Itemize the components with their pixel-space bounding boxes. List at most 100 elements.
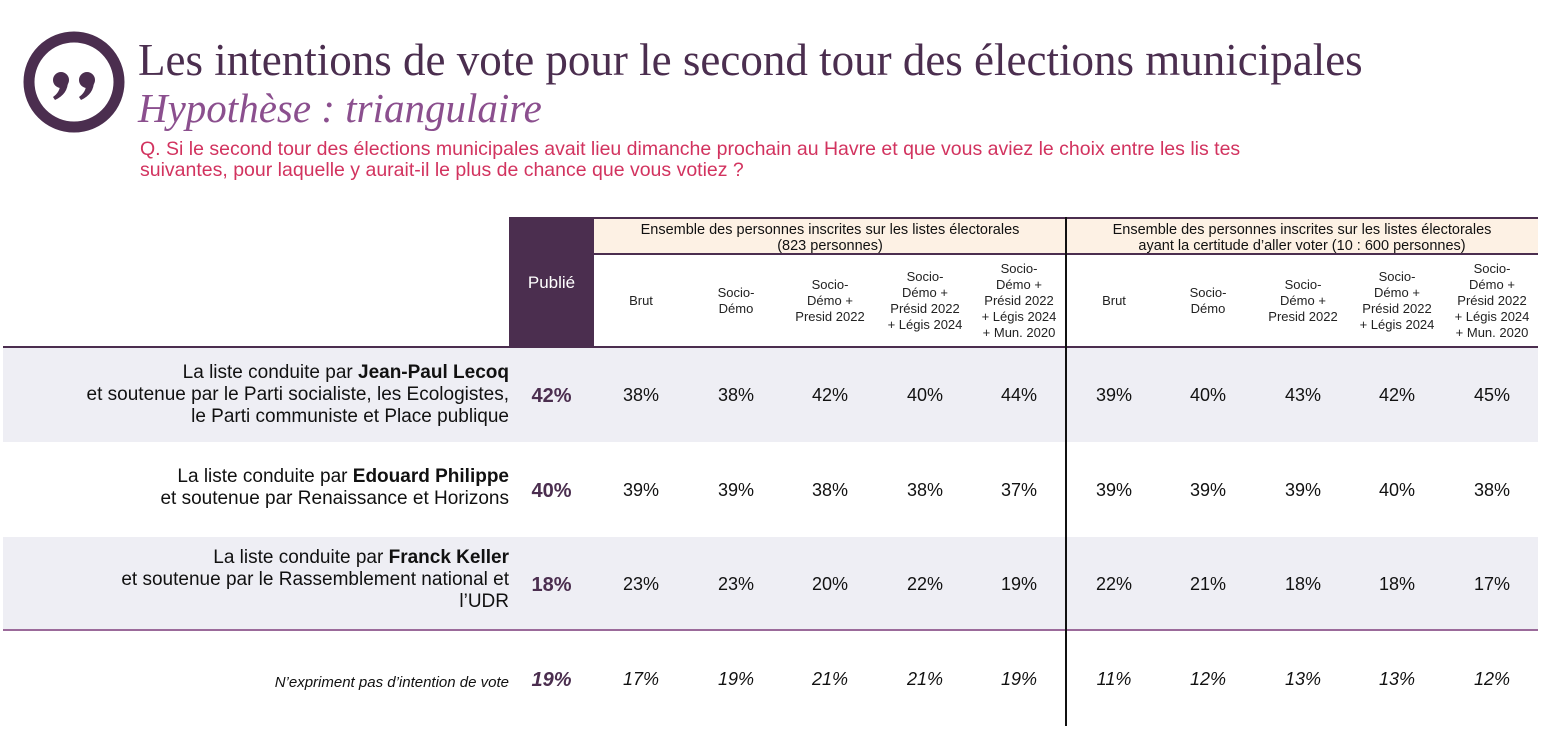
column-header-line: Socio- xyxy=(717,285,755,300)
value-cell: 40% xyxy=(1378,480,1416,500)
group-header-line: (823 personnes) xyxy=(777,238,883,254)
value-cell: 21% xyxy=(1189,574,1227,594)
column-header-text: Socio- Démo + Présid 2022 + Légis 2024 + Mun… xyxy=(982,261,1057,341)
value-cell: 17% xyxy=(622,669,660,689)
value-cell: 39% xyxy=(1095,385,1133,405)
column-header-line: Brut xyxy=(629,293,653,308)
value-cell: 22% xyxy=(906,574,944,594)
value-cell: 19% xyxy=(717,669,755,689)
value-cell: 45% xyxy=(1473,385,1511,405)
value-cell: 13% xyxy=(1378,669,1416,689)
header-divider xyxy=(3,346,1538,348)
value-cell: 38% xyxy=(906,480,944,500)
row-label: La liste conduite par Edouard Philippe et… xyxy=(160,466,509,510)
column-header-line: Socio- xyxy=(1189,285,1227,300)
column-header-line: Démo + xyxy=(996,277,1042,292)
column-header-line: Démo + xyxy=(902,285,948,300)
row-separator xyxy=(3,629,1538,631)
value-cell: 23% xyxy=(622,574,660,594)
value-cell: 39% xyxy=(1095,480,1133,500)
value-cell: 21% xyxy=(906,669,944,689)
question-line: suivantes, pour laquelle y aurait-il le … xyxy=(140,159,744,181)
column-header-line: + Légis 2024 xyxy=(1359,317,1435,332)
column-header-line: + Mun. 2020 xyxy=(982,325,1056,340)
published-value: 19% xyxy=(531,669,572,691)
column-header: Socio- Démo + Presid 2022 xyxy=(783,255,877,347)
group-header-line: Ensemble des personnes inscrites sur les… xyxy=(640,222,1020,238)
group-header-certain-voters: Ensemble des personnes inscrites sur les… xyxy=(1066,217,1538,255)
value-cell: 17% xyxy=(1473,574,1511,594)
column-header-line: Socio- xyxy=(1378,269,1416,284)
value-cell: 23% xyxy=(717,574,755,594)
value-cell: 43% xyxy=(1284,385,1322,405)
page-subtitle: Hypothèse : triangulaire xyxy=(138,85,542,131)
quote-icon xyxy=(23,31,125,133)
column-header: Socio- Démo + Présid 2022 + Légis 2024 xyxy=(878,255,972,347)
published-value: 40% xyxy=(531,480,572,502)
column-header-text: Brut xyxy=(629,293,653,309)
column-header-text: Socio- Démo + Presid 2022 xyxy=(795,277,864,325)
candidate-name: Edouard Philippe xyxy=(352,466,509,487)
value-cell: 18% xyxy=(1378,574,1416,594)
column-header-text: Socio- Démo + Présid 2022 + Légis 2024 + Mun… xyxy=(1455,261,1530,341)
published-column-header: Publié xyxy=(509,217,594,348)
column-header-line: Socio- xyxy=(906,269,944,284)
column-header-text: Socio- Démo + Présid 2022 + Légis 2024 xyxy=(1360,269,1435,333)
row-label: La liste conduite par Franck Keller et so… xyxy=(121,547,509,613)
column-header-line: + Mun. 2020 xyxy=(1455,325,1529,340)
candidate-name: Franck Keller xyxy=(388,547,509,568)
value-cell: 38% xyxy=(622,385,660,405)
value-cell: 39% xyxy=(1189,480,1227,500)
column-header-line: + Légis 2024 xyxy=(887,317,963,332)
column-header: Socio- Démo + Présid 2022 + Légis 2024 xyxy=(1350,255,1444,347)
column-header: Brut xyxy=(594,255,688,347)
column-header: Socio- Démo + Présid 2022 + Légis 2024 + Mun… xyxy=(1445,255,1539,347)
page-title: Les intentions de vote pour le second to… xyxy=(138,35,1363,85)
column-header-line: Présid 2022 xyxy=(890,301,960,316)
value-cell: 19% xyxy=(1000,669,1038,689)
group-header-line: Ensemble des personnes inscrites sur les… xyxy=(1112,222,1492,238)
column-header-line: Présid 2022 xyxy=(1457,293,1527,308)
column-header-line: Presid 2022 xyxy=(1268,309,1338,324)
column-header: Socio- Démo + Presid 2022 xyxy=(1256,255,1350,347)
column-header-line: Démo + xyxy=(1374,285,1420,300)
value-cell: 19% xyxy=(1000,574,1038,594)
column-header: Socio- Démo + Présid 2022 + Légis 2024 + Mun… xyxy=(972,255,1066,347)
column-header-text: Socio- Démo xyxy=(718,285,755,317)
value-cell: 18% xyxy=(1284,574,1322,594)
column-header: Socio- Démo xyxy=(689,255,783,347)
survey-question: Q. Si le second tour des élections munic… xyxy=(140,139,1440,181)
row-label-prefix: La liste conduite par xyxy=(177,466,353,487)
column-header: Socio- Démo xyxy=(1161,255,1255,347)
column-header-line: Brut xyxy=(1102,293,1126,308)
column-header-text: Brut xyxy=(1102,293,1126,309)
row-label-line: et soutenue par Renaissance et Horizons xyxy=(160,488,509,509)
column-header-line: Présid 2022 xyxy=(1362,301,1432,316)
group-divider xyxy=(1065,217,1067,726)
value-cell: 39% xyxy=(717,480,755,500)
value-cell: 39% xyxy=(622,480,660,500)
table-row: La liste conduite par Jean-Paul Lecoq et … xyxy=(3,348,1538,442)
value-cell: 21% xyxy=(811,669,849,689)
column-header-line: Démo xyxy=(1190,301,1226,316)
value-cell: 38% xyxy=(1473,480,1511,500)
row-label-prefix: La liste conduite par xyxy=(182,362,358,383)
row-label: La liste conduite par Jean-Paul Lecoq et … xyxy=(87,362,509,428)
row-label-line: La liste conduite par Franck Keller xyxy=(121,547,509,569)
column-header-line: Démo xyxy=(718,301,754,316)
column-header: Brut xyxy=(1067,255,1161,347)
table-row-no-intention: N’expriment pas d’intention de vote 19% 17… xyxy=(3,631,1538,731)
value-cell: 38% xyxy=(717,385,755,405)
published-value: 42% xyxy=(531,385,572,407)
column-header-line: Socio- xyxy=(1000,261,1038,276)
value-cell: 20% xyxy=(811,574,849,594)
column-header-line: + Légis 2024 xyxy=(981,309,1057,324)
column-header-line: Socio- xyxy=(1473,261,1511,276)
row-label-line: La liste conduite par Jean-Paul Lecoq xyxy=(87,362,509,384)
column-header-text: Socio- Démo xyxy=(1190,285,1227,317)
value-cell: 40% xyxy=(1189,385,1227,405)
column-header-line: + Légis 2024 xyxy=(1454,309,1530,324)
row-label-line: et soutenue par le Rassemblement nationa… xyxy=(121,569,509,590)
value-cell: 44% xyxy=(1000,385,1038,405)
column-header-text: Socio- Démo + Presid 2022 xyxy=(1268,277,1337,325)
